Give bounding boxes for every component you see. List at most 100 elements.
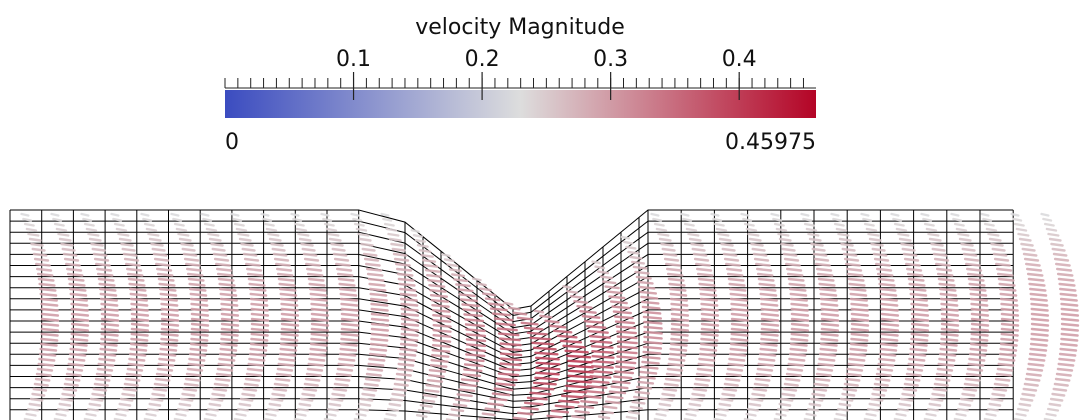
glyph: [214, 262, 231, 267]
glyph: [186, 272, 204, 277]
glyph: [730, 327, 749, 332]
glyph: [52, 217, 63, 222]
glyph: [85, 227, 98, 232]
glyph: [302, 252, 318, 257]
glyph: [85, 412, 97, 417]
glyph: [931, 247, 946, 252]
glyph: [880, 337, 899, 342]
glyph: [117, 232, 130, 237]
glyph: [778, 402, 792, 407]
glyph: [28, 402, 42, 407]
glyph: [779, 397, 794, 402]
glyph: [99, 297, 118, 302]
glyph: [932, 252, 948, 257]
glyph: [100, 322, 120, 327]
glyph: [336, 272, 354, 277]
glyph: [1045, 227, 1058, 232]
glyph: [710, 212, 720, 217]
glyph: [332, 252, 348, 257]
glyph: [145, 227, 158, 232]
glyph: [265, 227, 278, 232]
glyph: [306, 367, 324, 372]
glyph: [927, 407, 940, 412]
glyph: [357, 407, 370, 412]
glyph: [602, 405, 618, 410]
glyph: [967, 277, 985, 282]
glyph: [130, 317, 150, 322]
glyph: [985, 227, 998, 232]
glyph: [699, 292, 718, 297]
glyph: [789, 342, 808, 347]
glyph: [699, 287, 717, 292]
glyph: [993, 382, 1009, 387]
glyph: [218, 287, 237, 292]
glyph: [465, 348, 486, 353]
glyph: [718, 402, 732, 407]
glyph: [1028, 287, 1047, 292]
glyph: [642, 315, 662, 320]
glyph: [40, 302, 59, 307]
mesh-row: [10, 265, 1014, 341]
glyph: [1057, 362, 1075, 367]
glyph: [173, 222, 185, 227]
glyph: [340, 317, 360, 322]
glyph: [462, 373, 482, 378]
glyph: [308, 282, 326, 287]
glyph: [370, 317, 390, 322]
glyph: [894, 222, 905, 227]
glyph: [554, 404, 575, 409]
glyph: [717, 407, 730, 412]
glyph: [464, 318, 485, 323]
glyph: [395, 372, 412, 377]
glyph: [391, 392, 406, 397]
glyph: [990, 242, 1004, 247]
glyph: [38, 352, 57, 357]
color-legend: velocity Magnitude 0 0.45975 0.1 0.2 0.3 0.…: [224, 15, 816, 155]
glyph: [680, 212, 690, 217]
glyph: [933, 382, 949, 387]
glyph: [335, 262, 351, 267]
glyph: [57, 407, 70, 412]
glyph: [849, 347, 868, 352]
glyph: [62, 252, 78, 257]
glyph: [560, 394, 584, 399]
glyph: [910, 327, 929, 332]
glyph: [585, 324, 607, 329]
glyph: [721, 247, 736, 252]
glyph: [130, 302, 149, 307]
glyph: [1020, 242, 1034, 247]
glyph: [275, 262, 291, 267]
glyph: [902, 387, 918, 392]
glyph: [327, 232, 340, 237]
glyph: [40, 317, 60, 322]
glyph: [599, 275, 613, 280]
glyph: [122, 252, 138, 257]
glyph: [996, 272, 1014, 277]
glyph: [432, 318, 452, 323]
glyph: [160, 317, 180, 322]
glyph: [840, 242, 854, 247]
glyph: [669, 347, 688, 352]
glyph: [966, 272, 984, 277]
glyph: [830, 212, 840, 217]
glyph: [94, 262, 111, 267]
glyph: [496, 377, 518, 382]
glyph: [955, 227, 968, 232]
glyph: [748, 402, 762, 407]
glyph: [1021, 247, 1036, 252]
glyph: [625, 415, 638, 420]
glyph: [880, 317, 900, 322]
glyph: [906, 267, 923, 272]
glyph: [290, 212, 300, 217]
glyph: [140, 212, 150, 217]
glyph: [553, 329, 573, 334]
glyph: [385, 227, 398, 232]
glyph: [867, 232, 880, 237]
glyph: [145, 412, 157, 417]
glyph: [202, 217, 213, 222]
glyph: [339, 342, 358, 347]
glyph: [422, 393, 438, 398]
glyph: [220, 327, 240, 332]
glyph: [1022, 387, 1038, 392]
glyph: [431, 353, 450, 358]
